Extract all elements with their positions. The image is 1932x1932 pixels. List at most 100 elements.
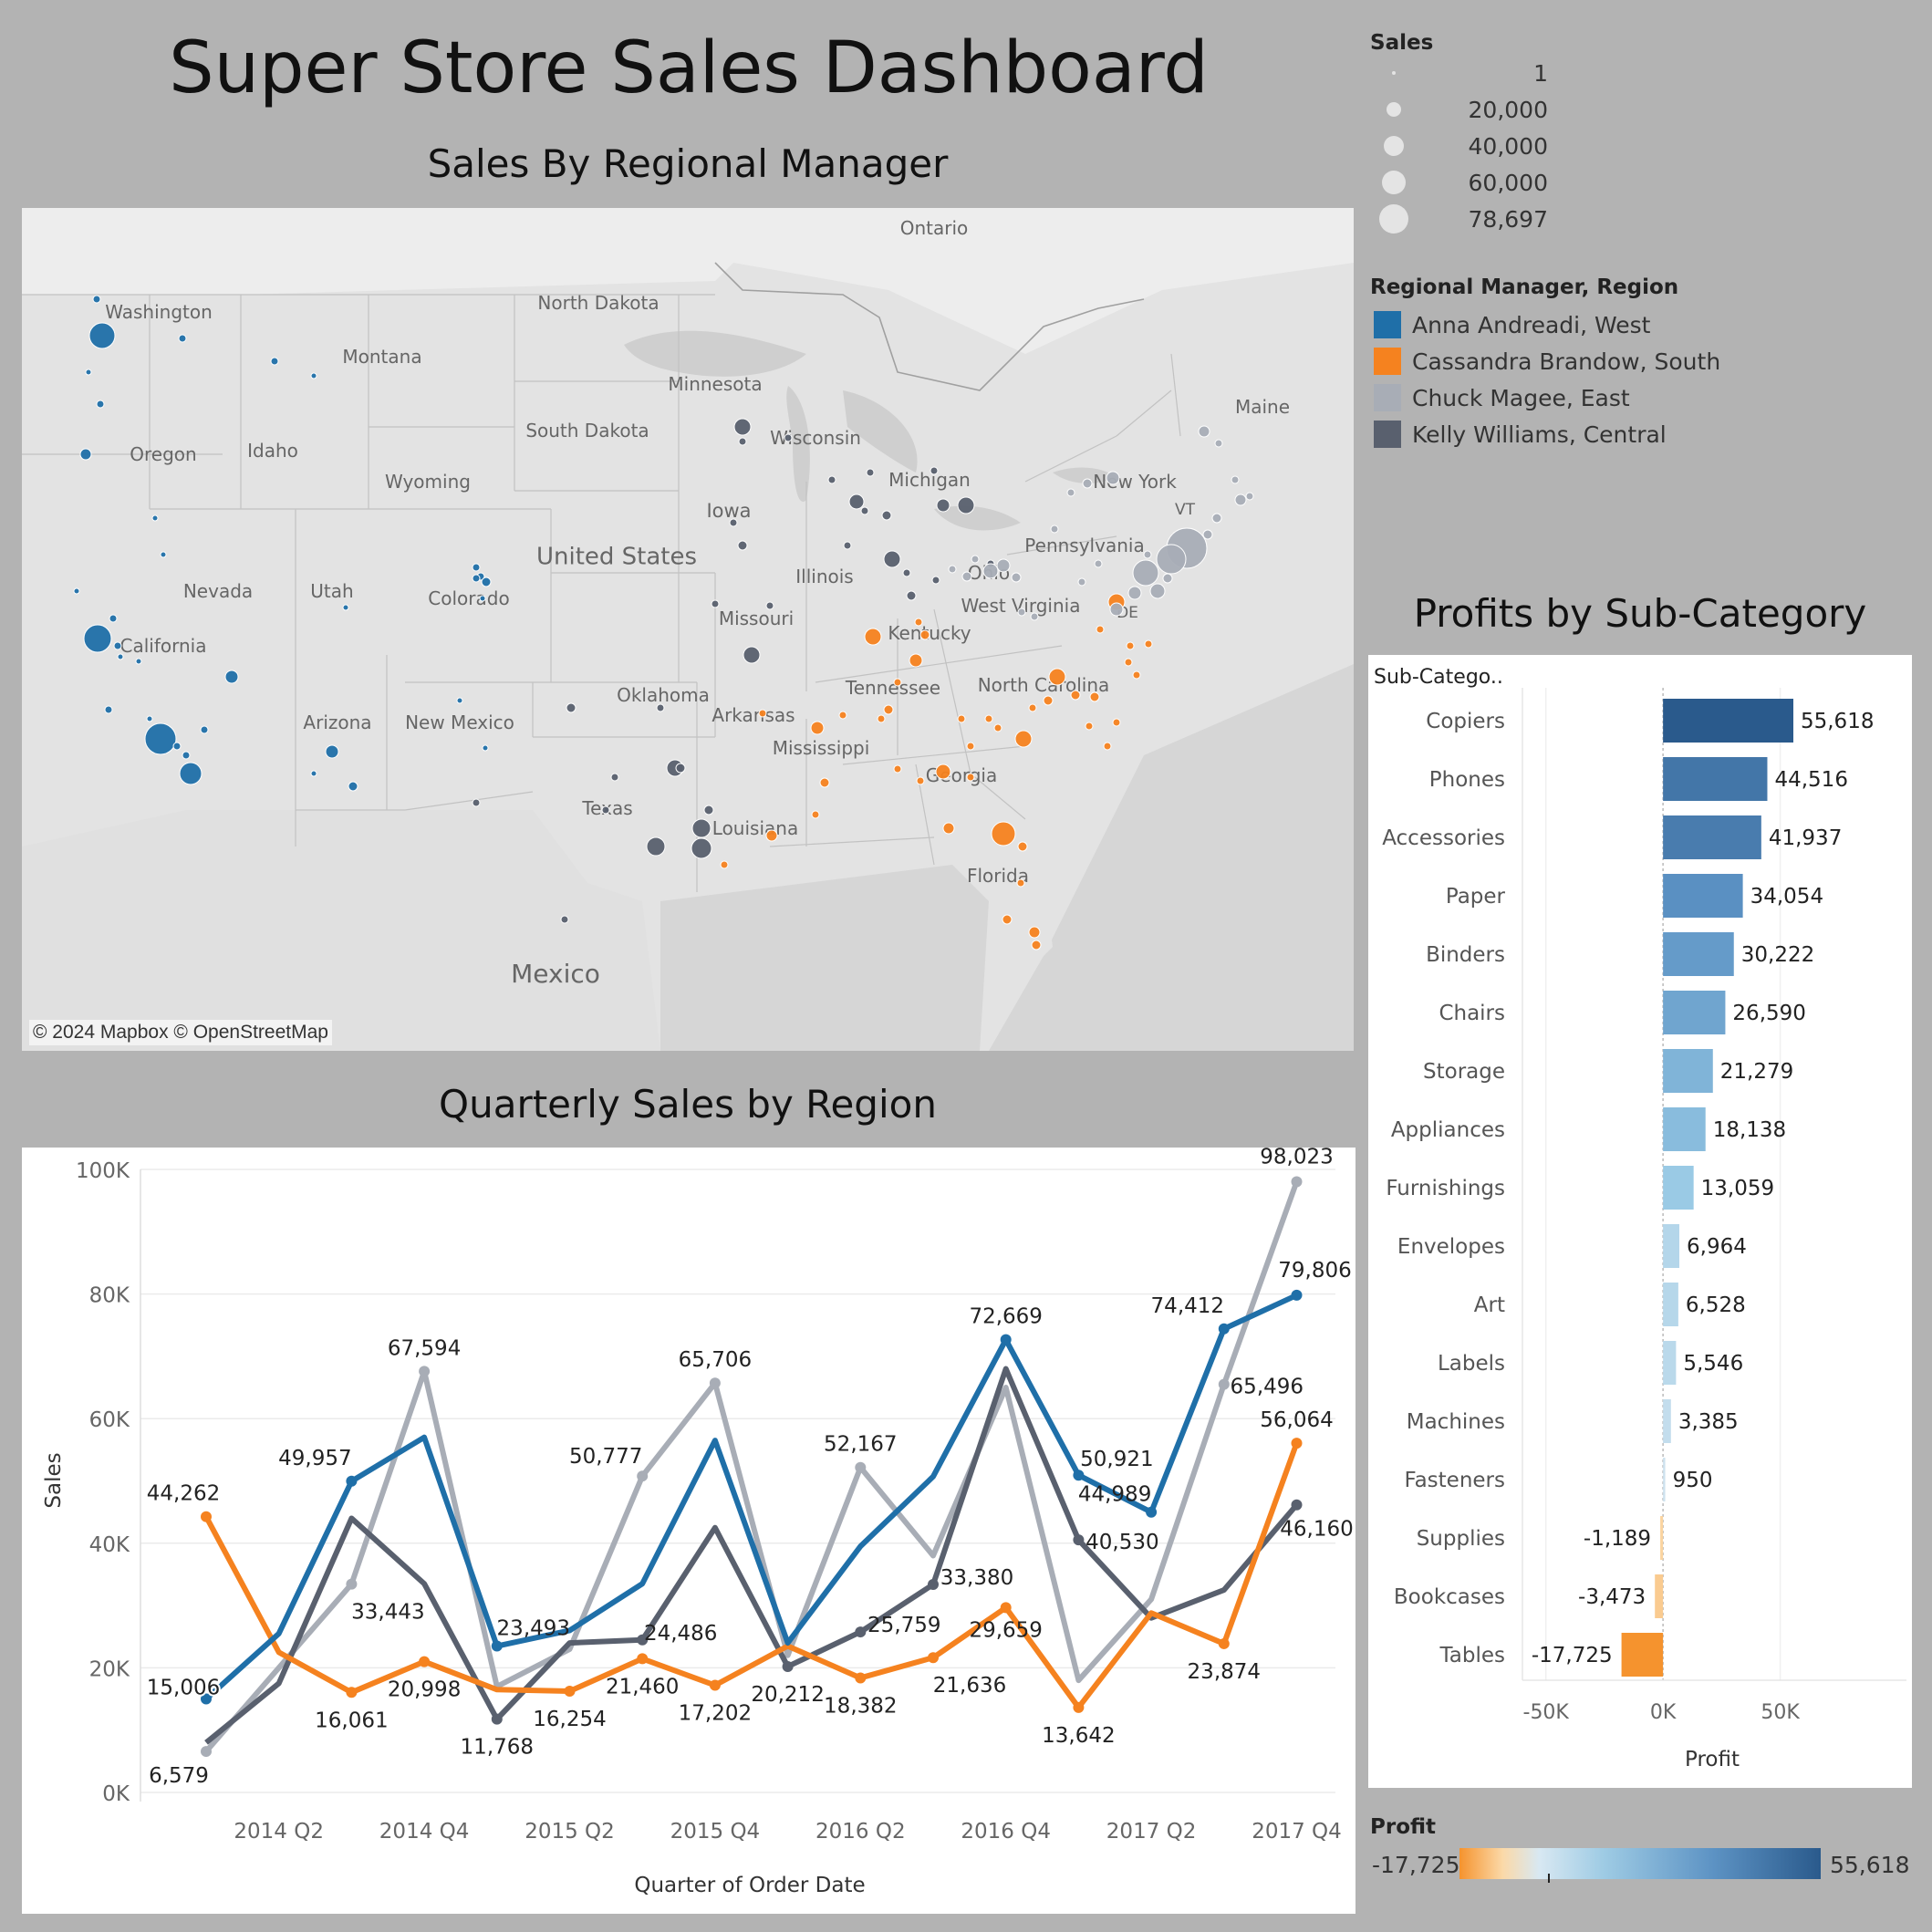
- sales-dot: [1126, 641, 1135, 650]
- x-tick-label: 2016 Q2: [815, 1820, 906, 1844]
- x-tick-label: 2017 Q4: [1252, 1820, 1342, 1844]
- map-label-minnesota: Minnesota: [668, 373, 762, 395]
- map-label-missouri: Missouri: [719, 608, 794, 629]
- sales-dot: [942, 822, 955, 835]
- sales-dot: [560, 915, 569, 924]
- sales-dot: [1002, 914, 1013, 925]
- map-label-georgia: Georgia: [926, 764, 997, 786]
- x-tick-label: 50K: [1761, 1701, 1800, 1724]
- data-point: [1000, 1602, 1012, 1614]
- size-legend-label: 60,000: [1468, 170, 1548, 196]
- map-label-iowa: Iowa: [706, 500, 751, 522]
- value-label: 13,059: [1701, 1177, 1774, 1200]
- color-legend-item-anna-andreadi-west[interactable]: Anna Andreadi, West: [1370, 306, 1771, 343]
- sales-dot: [96, 400, 105, 409]
- sales-dot: [1144, 639, 1153, 649]
- color-legend-item-chuck-magee-east[interactable]: Chuck Magee, East: [1370, 379, 1771, 416]
- sales-dot: [1017, 841, 1028, 852]
- profit-bar-fasteners: [1663, 1458, 1666, 1501]
- color-legend-item-kelly-williams-central[interactable]: Kelly Williams, Central: [1370, 416, 1771, 452]
- sales-map[interactable]: Ontario North Dakota Minnesota Maine Washing…: [22, 208, 1354, 1051]
- profit-bar-supplies: [1660, 1516, 1664, 1560]
- color-legend-swatch: [1374, 348, 1401, 375]
- quarterly-sales-chart[interactable]: 0K 20K 40K 60K 80K 100K 2014 Q2 2014 Q4 2015 Q2 2…: [22, 1146, 1356, 1914]
- data-label: 50,777: [569, 1445, 642, 1469]
- sales-dot: [893, 678, 902, 687]
- value-label: 44,516: [1774, 768, 1847, 792]
- size-legend-label: 40,000: [1468, 133, 1548, 160]
- value-label: 26,590: [1732, 1002, 1805, 1025]
- profit-bar-storage: [1663, 1049, 1713, 1093]
- sales-dot: [957, 714, 966, 723]
- sales-dot: [765, 829, 778, 842]
- profit-bar-panel[interactable]: Sub-Catego.. -50K 0K 50K Profit Copiers 55,618…: [1368, 655, 1912, 1788]
- sales-dot: [1050, 525, 1059, 534]
- sales-dot: [860, 506, 869, 515]
- map-label-vt: VT: [1175, 501, 1196, 519]
- profit-legend: Profit -17,725 55,618: [1368, 1815, 1916, 1916]
- size-legend-circle: [1387, 102, 1401, 117]
- color-legend-swatch: [1374, 384, 1401, 411]
- profit-bar-copiers: [1663, 699, 1793, 743]
- quarterly-sales-panel[interactable]: 0K 20K 40K 60K 80K 100K 2014 Q2 2014 Q4 2015 Q2 2…: [22, 1146, 1356, 1914]
- sales-dot: [993, 723, 1002, 732]
- sales-dot: [1017, 608, 1026, 617]
- map-label-united-states: United States: [536, 543, 697, 570]
- sales-dot: [472, 798, 481, 807]
- map-label-mexico: Mexico: [511, 959, 600, 989]
- value-label: 950: [1673, 1469, 1713, 1492]
- size-legend: Sales 1 20,000 40,000 60,000 78,697: [1370, 31, 1607, 237]
- data-point: [709, 1377, 721, 1389]
- sales-dot: [109, 614, 118, 623]
- data-label: 49,957: [278, 1447, 351, 1470]
- sales-dot: [1132, 670, 1141, 680]
- sales-dot: [1143, 550, 1152, 559]
- sales-dot: [966, 773, 975, 782]
- map-label-washington: Washington: [105, 301, 213, 323]
- sales-dot: [92, 295, 101, 304]
- line-chart-title: Quarterly Sales by Region: [439, 1082, 937, 1127]
- sales-dot: [481, 576, 492, 587]
- map-canvas[interactable]: Ontario North Dakota Minnesota Maine Washing…: [22, 208, 1354, 1051]
- category-label: Tables: [1439, 1644, 1505, 1667]
- canada-region: [22, 208, 1354, 354]
- map-attribution[interactable]: © 2024 Mapbox © OpenStreetMap: [29, 1020, 332, 1045]
- sales-dot: [610, 773, 619, 782]
- map-label-oklahoma: Oklahoma: [617, 684, 710, 706]
- y-tick-label: 20K: [89, 1657, 130, 1681]
- data-point: [1218, 1378, 1230, 1390]
- sales-dot: [172, 742, 182, 751]
- profit-bar-chairs: [1663, 991, 1726, 1034]
- sales-dot: [877, 714, 886, 723]
- map-labels: Ontario North Dakota Minnesota Maine Washing…: [105, 217, 1290, 989]
- sales-dot: [935, 763, 951, 780]
- atlantic-ocean: [989, 664, 1354, 1051]
- data-point: [928, 1579, 939, 1591]
- y-tick-label: 100K: [76, 1159, 130, 1183]
- data-label: 24,486: [644, 1622, 717, 1646]
- color-legend-item-cassandra-brandow-south[interactable]: Cassandra Brandow, South: [1370, 343, 1771, 379]
- value-label: -17,725: [1532, 1644, 1613, 1667]
- data-point: [709, 1679, 721, 1691]
- sales-dot: [1070, 690, 1081, 701]
- mexico-region: [22, 810, 660, 1051]
- data-point: [637, 1470, 649, 1482]
- profit-bar-chart[interactable]: Sub-Catego.. -50K 0K 50K Profit Copiers 55,618…: [1368, 655, 1912, 1788]
- sales-dot: [893, 764, 902, 774]
- profit-legend-min: -17,725: [1372, 1852, 1460, 1878]
- sales-dot: [310, 372, 317, 379]
- data-point: [419, 1366, 431, 1377]
- map-label-montana: Montana: [342, 346, 421, 368]
- map-label-maine: Maine: [1235, 396, 1290, 418]
- lake-huron: [843, 390, 918, 473]
- map-label-illinois: Illinois: [795, 566, 853, 587]
- category-label: Accessories: [1382, 826, 1505, 850]
- data-label: 16,254: [533, 1708, 606, 1731]
- state-border-line: [1024, 435, 1117, 483]
- state-border-line: [815, 645, 1063, 683]
- data-point: [1218, 1637, 1230, 1649]
- data-point: [1291, 1176, 1303, 1188]
- map-label-nevada: Nevada: [183, 580, 253, 602]
- sales-dot: [996, 558, 1011, 573]
- x-tick-label: 2014 Q4: [379, 1820, 470, 1844]
